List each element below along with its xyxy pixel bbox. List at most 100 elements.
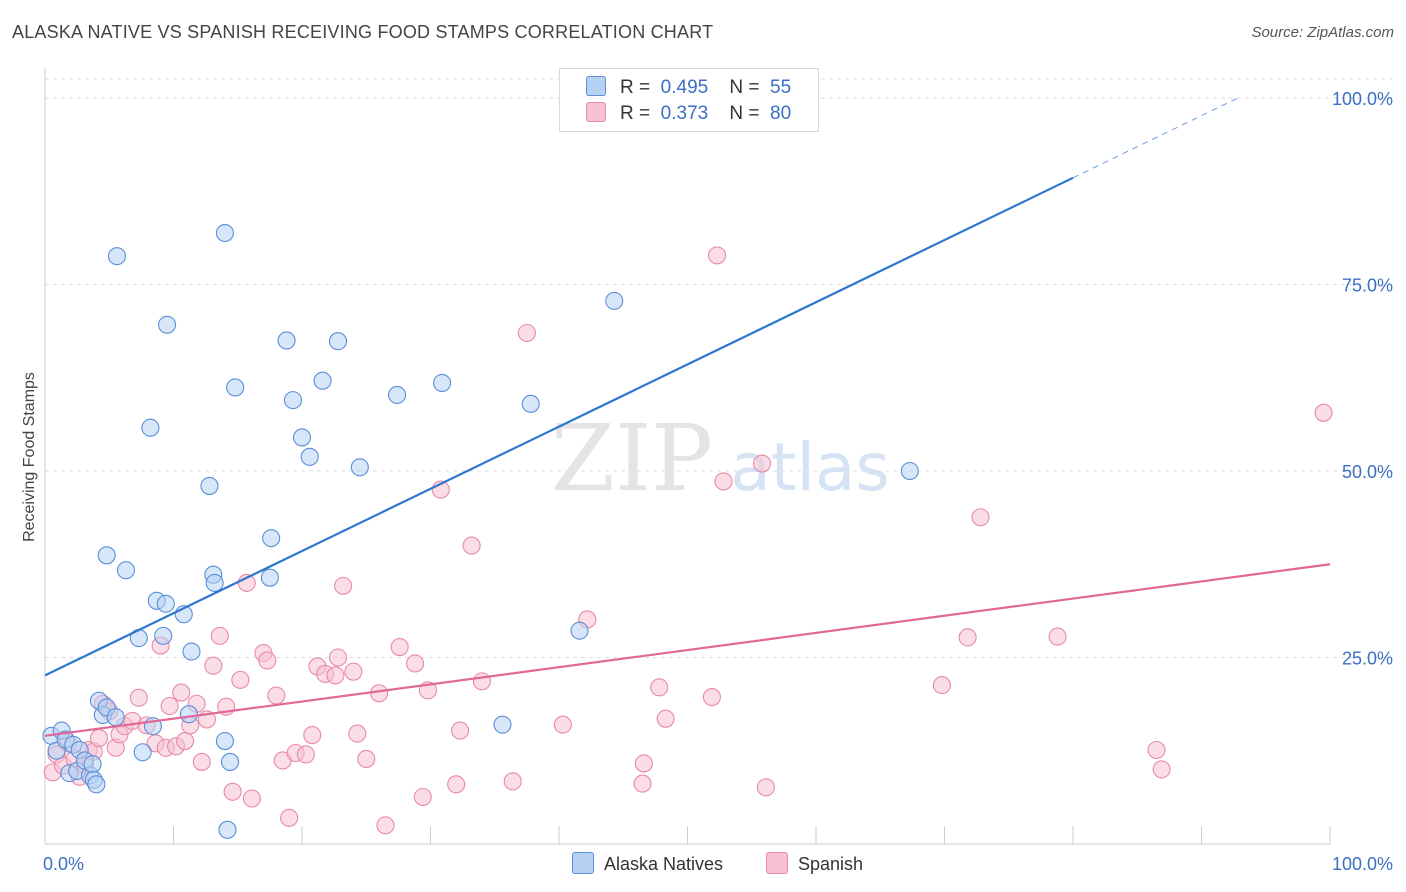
alaska-native-point (277, 331, 296, 350)
spanish-point (296, 745, 315, 764)
spanish-point (462, 536, 481, 555)
spanish-point (406, 654, 425, 673)
series-legend-alaska-natives: Alaska Natives (572, 852, 723, 875)
alaska-native-point (215, 223, 234, 243)
source-credit: Source: ZipAtlas.com (1251, 24, 1394, 41)
legend-row-alaska-natives: R = 0.495 N = 55 (586, 76, 791, 100)
trend-lines (44, 96, 1331, 737)
spanish-point (1152, 760, 1171, 779)
spanish-point (370, 684, 389, 703)
legend-n-value: 80 (770, 103, 792, 124)
alaska-native-point (87, 775, 106, 794)
alaska-native-point (260, 568, 279, 587)
legend-r-value: 0.495 (660, 77, 709, 98)
x-tick-label-min: 0.0% (43, 854, 84, 874)
alaska-native-point (141, 418, 160, 437)
spanish-point (348, 724, 367, 743)
spanish-point (326, 666, 345, 685)
spanish-point (714, 472, 733, 491)
legend-swatch-pink (586, 102, 606, 122)
alaska-native-point (215, 732, 234, 751)
alaska-native-point (521, 394, 540, 413)
series-legend-swatch-pink (766, 852, 788, 874)
watermark: ZIP atlas (551, 405, 890, 512)
legend-row-spanish: R = 0.373 N = 80 (586, 102, 791, 126)
spanish-point (303, 726, 322, 745)
spanish-point (172, 683, 191, 702)
spanish-point (334, 576, 353, 595)
spanish-point (280, 808, 299, 827)
spanish-point (376, 816, 395, 835)
legend-r-label: R = (620, 103, 651, 124)
spanish-point (517, 323, 536, 343)
alaska-native-point (493, 715, 512, 734)
spanish-point (633, 774, 652, 793)
watermark-zip: ZIP (551, 405, 713, 512)
tick-labels: 25.0% 50.0% 75.0% 100.0% 0.0% 100.0% (43, 89, 1393, 874)
alaska-native-point (388, 385, 407, 404)
axes (44, 68, 1331, 845)
spanish-point (223, 782, 242, 801)
alaska-native-point (106, 708, 125, 727)
spanish-point (447, 775, 466, 794)
alaska-native-point (283, 391, 303, 410)
spanish-point (242, 789, 261, 808)
spanish-point (258, 651, 277, 670)
spanish-point (267, 686, 286, 705)
spanish-point (971, 508, 990, 527)
spanish-point (204, 656, 223, 675)
spanish-point (1314, 403, 1333, 422)
legend-swatch-blue (586, 76, 606, 96)
alaska-native-point (350, 458, 369, 477)
alaska-native-point (226, 378, 245, 397)
alaska-native-point (218, 820, 237, 839)
series-legend-label: Alaska Natives (604, 854, 724, 874)
alaska-native-point (156, 594, 175, 613)
series-legend-label: Spanish (798, 854, 864, 874)
y-tick-label: 25.0% (1342, 649, 1393, 669)
spanish-points (43, 246, 1333, 835)
spanish-trend-line (44, 563, 1331, 737)
spanish-point (656, 709, 675, 728)
y-tick-label: 100.0% (1332, 89, 1393, 109)
alaska-natives-trend-extension (1072, 96, 1241, 179)
spanish-point (390, 638, 409, 657)
legend-n-value: 55 (770, 77, 792, 98)
spanish-point (160, 696, 179, 716)
alaska-native-point (133, 743, 152, 762)
spanish-point (176, 732, 195, 751)
alaska-native-point (158, 315, 177, 334)
spanish-point (472, 672, 491, 691)
spanish-point (503, 772, 522, 791)
alaska-native-point (205, 573, 224, 592)
spanish-point (129, 688, 148, 707)
alaska-native-point (107, 247, 127, 266)
spanish-point (328, 648, 348, 667)
spanish-point (1048, 627, 1067, 646)
alaska-native-point (154, 626, 173, 645)
series-legend-swatch-blue (572, 852, 594, 874)
legend-r-label: R = (620, 77, 651, 98)
alaska-native-point (220, 752, 240, 771)
spanish-point (553, 715, 572, 734)
spanish-point (752, 454, 772, 473)
alaska-native-point (605, 291, 624, 310)
y-tick-label: 75.0% (1342, 276, 1393, 296)
spanish-point (210, 626, 229, 645)
spanish-point (451, 721, 470, 740)
chart-title: ALASKA NATIVE VS SPANISH RECEIVING FOOD … (12, 22, 714, 42)
spanish-point (1147, 740, 1166, 760)
alaska-native-point (292, 428, 312, 447)
spanish-point (344, 662, 363, 681)
spanish-point (357, 749, 376, 769)
alaska-native-point (179, 705, 198, 724)
alaska-native-point (97, 546, 116, 565)
alaska-native-point (900, 461, 919, 481)
series-legend-spanish: Spanish (766, 852, 863, 875)
spanish-point (756, 778, 775, 797)
alaska-native-point (116, 561, 136, 580)
alaska-native-point (83, 755, 102, 774)
spanish-point (702, 687, 721, 707)
legend-r-value: 0.373 (660, 103, 709, 124)
